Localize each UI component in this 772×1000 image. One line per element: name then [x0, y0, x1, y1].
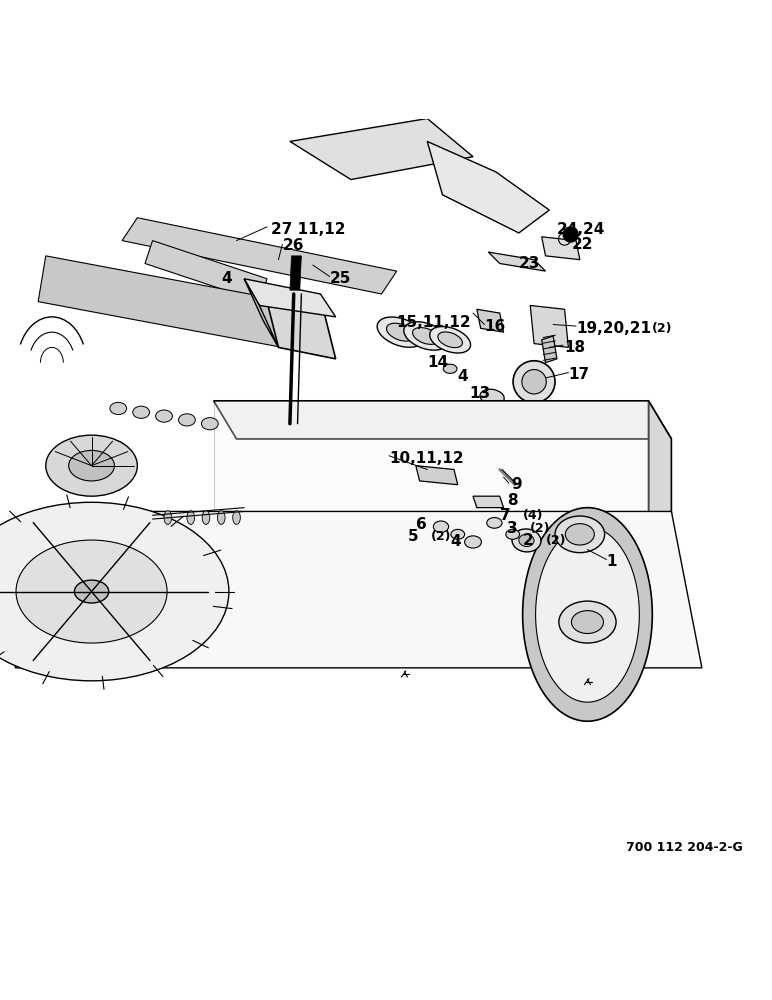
Polygon shape [536, 527, 639, 702]
Ellipse shape [565, 524, 594, 545]
Ellipse shape [387, 323, 415, 341]
Text: 7: 7 [499, 508, 510, 523]
Ellipse shape [519, 534, 534, 547]
Text: (2): (2) [530, 522, 550, 535]
Ellipse shape [513, 361, 555, 403]
Text: (4): (4) [523, 509, 543, 522]
Polygon shape [15, 511, 702, 668]
Text: 2: 2 [523, 533, 533, 548]
Text: 25: 25 [330, 271, 351, 286]
Ellipse shape [201, 418, 218, 430]
Text: 4: 4 [222, 271, 232, 286]
Polygon shape [290, 119, 473, 180]
Ellipse shape [555, 516, 604, 553]
Polygon shape [530, 305, 568, 347]
Ellipse shape [487, 518, 502, 528]
Text: 13: 13 [469, 386, 490, 401]
Ellipse shape [218, 511, 225, 524]
Circle shape [563, 227, 578, 242]
Ellipse shape [404, 322, 448, 350]
Ellipse shape [443, 364, 457, 373]
Ellipse shape [430, 327, 471, 353]
Text: 3: 3 [507, 521, 518, 536]
Text: 700 112 204-2-G: 700 112 204-2-G [625, 841, 743, 854]
Ellipse shape [451, 529, 465, 539]
Polygon shape [488, 252, 546, 271]
Polygon shape [145, 241, 267, 302]
Text: 8: 8 [507, 493, 518, 508]
Polygon shape [427, 141, 550, 233]
Text: 5: 5 [408, 529, 418, 544]
Text: 10,11,12: 10,11,12 [389, 451, 464, 466]
Polygon shape [38, 256, 290, 347]
Text: 16: 16 [485, 319, 506, 334]
Polygon shape [122, 218, 397, 294]
Text: 9: 9 [511, 477, 522, 492]
Text: 23: 23 [519, 256, 540, 271]
Text: 17: 17 [568, 367, 590, 382]
Text: 1: 1 [607, 554, 617, 569]
Ellipse shape [178, 414, 195, 426]
Text: (2): (2) [546, 534, 566, 547]
Ellipse shape [202, 511, 210, 524]
Text: 18: 18 [564, 340, 586, 355]
Ellipse shape [438, 332, 462, 348]
Ellipse shape [156, 410, 172, 422]
Ellipse shape [559, 601, 616, 643]
Text: 6: 6 [416, 517, 427, 532]
Ellipse shape [480, 389, 504, 405]
Ellipse shape [433, 521, 449, 532]
Polygon shape [244, 279, 336, 317]
Text: 22: 22 [572, 237, 594, 252]
Text: (2): (2) [652, 322, 673, 335]
Polygon shape [214, 401, 648, 515]
Ellipse shape [506, 529, 520, 539]
Polygon shape [263, 286, 336, 359]
Ellipse shape [412, 328, 438, 344]
Ellipse shape [16, 540, 167, 643]
Polygon shape [477, 309, 503, 332]
Ellipse shape [110, 402, 127, 415]
Text: 27 11,12: 27 11,12 [271, 222, 345, 237]
Text: 15,11,12: 15,11,12 [397, 315, 472, 330]
Ellipse shape [232, 511, 240, 524]
Polygon shape [542, 237, 580, 260]
Ellipse shape [571, 611, 604, 634]
Polygon shape [542, 336, 557, 363]
Ellipse shape [512, 529, 541, 552]
Ellipse shape [133, 406, 150, 418]
Polygon shape [416, 466, 458, 485]
Text: 19,20,21: 19,20,21 [576, 321, 651, 336]
Ellipse shape [74, 580, 109, 603]
Text: (2): (2) [431, 530, 452, 543]
Ellipse shape [187, 511, 195, 524]
Polygon shape [523, 508, 652, 721]
Ellipse shape [46, 435, 137, 496]
Ellipse shape [69, 450, 114, 481]
Text: 24,24: 24,24 [557, 222, 605, 237]
Ellipse shape [0, 502, 229, 681]
Polygon shape [290, 256, 301, 290]
Text: 14: 14 [427, 355, 449, 370]
Ellipse shape [164, 511, 171, 524]
Ellipse shape [522, 370, 547, 394]
Ellipse shape [465, 536, 482, 548]
Text: 4: 4 [450, 534, 461, 549]
Polygon shape [244, 279, 279, 347]
Polygon shape [214, 401, 672, 439]
Ellipse shape [378, 317, 424, 347]
Polygon shape [648, 401, 672, 553]
Polygon shape [473, 496, 503, 508]
Text: 26: 26 [283, 238, 304, 253]
Text: 4: 4 [458, 369, 469, 384]
